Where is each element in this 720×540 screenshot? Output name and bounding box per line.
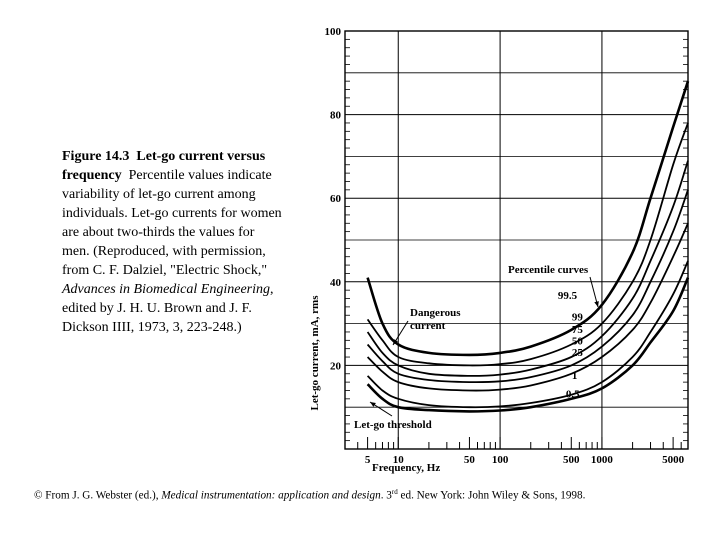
let-go-current-chart: 5 10 50 100 500 1000 5000 20 40 60 80 100 99.5 9975… <box>309 26 690 474</box>
annotation-arrows <box>369 276 599 417</box>
curve-0-5 <box>366 277 690 413</box>
x-tick-label-100: 100 <box>492 454 509 466</box>
let-go-threshold-annotation: Let-go threshold <box>354 419 432 431</box>
let-go-threshold-arrow-head <box>370 402 376 407</box>
x-tick-label-1000: 1000 <box>591 454 614 466</box>
figure-caption: Figure 14.3 Let-go current versus freque… <box>62 147 284 337</box>
footer-edition-sup: rd <box>391 488 398 496</box>
curve-label-1: 1 <box>572 370 578 382</box>
x-tick-label-5: 5 <box>365 454 371 466</box>
curve-label-25: 25 <box>572 347 584 359</box>
curve-99 <box>366 122 689 367</box>
caption-body: Percentile values indicate variability o… <box>62 168 282 278</box>
caption-tail: , edited by J. H. U. Brown and J. F. Dic… <box>62 282 274 335</box>
dangerous-current-arrow-head <box>393 339 398 345</box>
y-axis-ticks: 20 40 60 80 100 <box>325 26 688 442</box>
x-tick-label-50: 50 <box>464 454 476 466</box>
x-tick-label-10: 10 <box>393 454 405 466</box>
copyright-footer: © From J. G. Webster (ed.), Medical inst… <box>34 488 714 502</box>
curve-label-0-5: 0.5 <box>566 388 580 400</box>
plot-frame <box>344 30 689 450</box>
y-tick-label-40: 40 <box>330 277 342 289</box>
x-axis-ticks: 5 10 50 100 500 1000 5000 <box>344 437 689 466</box>
x-tick-label-5000: 5000 <box>662 454 685 466</box>
footer-suffix: ed. New York: John Wiley & Sons, 1998. <box>400 489 586 502</box>
curve-75 <box>366 160 689 377</box>
footer-edition: . 3 <box>380 489 392 502</box>
percentile-curves <box>366 80 690 413</box>
footer-book-title: Medical instrumentation: application and… <box>161 489 381 502</box>
percentile-arrow-head <box>594 301 599 307</box>
x-axis-label: Frequency, Hz <box>372 462 440 474</box>
percentile-curves-annotation: Percentile curves <box>508 264 589 276</box>
dangerous-current-annotation-line1: Dangerous <box>410 307 461 319</box>
caption-journal: Advances in Biomedical Engineering <box>62 282 270 297</box>
curve-25 <box>366 222 689 392</box>
dangerous-current-annotation-line2: current <box>410 320 446 332</box>
y-tick-label-60: 60 <box>330 193 342 205</box>
figure-label: Figure 14.3 <box>62 149 130 164</box>
curve-label-99-5: 99.5 <box>558 290 578 302</box>
curve-1 <box>366 260 689 409</box>
x-tick-label-500: 500 <box>563 454 580 466</box>
curve-50 <box>366 189 689 384</box>
footer-prefix: © From J. G. Webster (ed.), <box>34 489 159 502</box>
y-tick-label-80: 80 <box>330 110 342 122</box>
figure-title: Let-go current versus frequency <box>62 149 266 183</box>
y-tick-label-100: 100 <box>325 26 342 38</box>
curve-label-99: 99 <box>572 312 584 324</box>
curve-99-5 <box>366 80 690 357</box>
curve-label-50: 50 <box>572 336 584 348</box>
y-tick-label-20: 20 <box>330 360 342 372</box>
curve-label-75: 75 <box>572 324 584 336</box>
y-axis-label: Let-go current, mA, rms <box>309 295 321 411</box>
